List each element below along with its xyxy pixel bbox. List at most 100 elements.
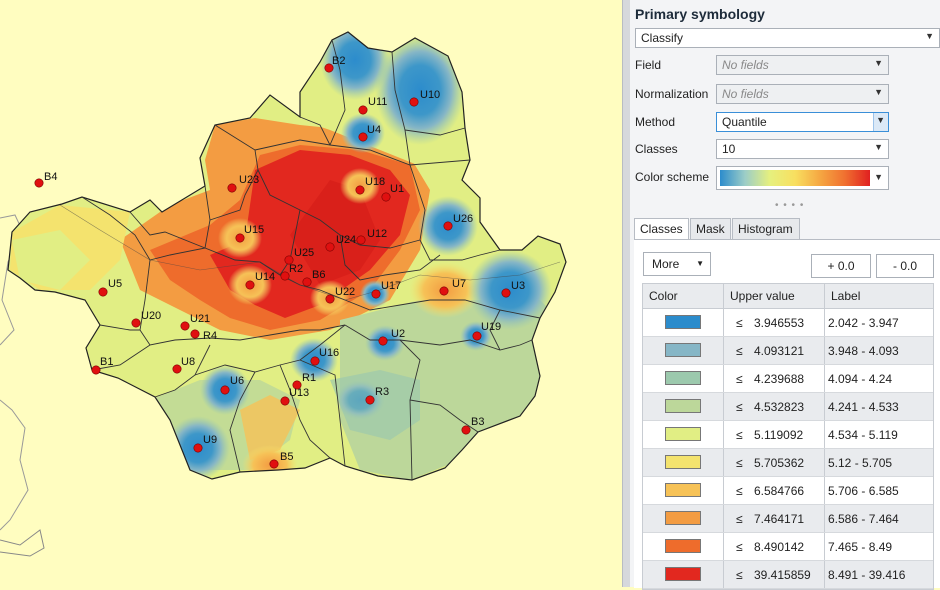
class-row[interactable]: ≤4.093121 3.948 - 4.093	[643, 337, 933, 365]
site-point-icon[interactable]	[220, 385, 230, 395]
class-row[interactable]: ≤4.532823 4.241 - 4.533	[643, 393, 933, 421]
site-marker-u19[interactable]: U19	[472, 321, 501, 341]
site-point-icon[interactable]	[371, 289, 381, 299]
class-upper-value[interactable]: 7.464171	[754, 512, 805, 526]
more-button[interactable]: More ▼	[643, 252, 711, 276]
class-label[interactable]: 5.12 - 5.705	[828, 456, 893, 470]
site-marker-u14[interactable]: U14	[245, 271, 275, 290]
site-marker-u10[interactable]: U10	[409, 89, 440, 107]
class-label[interactable]: 6.586 - 7.464	[828, 512, 899, 526]
field-dropdown[interactable]: No fields ▼	[716, 55, 889, 75]
site-point-icon[interactable]	[461, 425, 471, 435]
class-color-swatch[interactable]	[665, 567, 701, 581]
site-marker-u12[interactable]: U12	[356, 228, 387, 245]
class-row[interactable]: ≤6.584766 5.706 - 6.585	[643, 477, 933, 505]
site-marker-u15[interactable]: U15	[235, 224, 264, 243]
site-marker-u13[interactable]: U13	[280, 387, 309, 406]
site-point-icon[interactable]	[355, 185, 365, 195]
site-marker-u25[interactable]: U25	[284, 247, 314, 265]
class-upper-value[interactable]: 8.490142	[754, 540, 805, 554]
site-marker-b6[interactable]: B6	[302, 269, 326, 287]
site-marker-r3[interactable]: R3	[365, 386, 389, 405]
site-point-icon[interactable]	[284, 255, 294, 265]
site-marker-u5[interactable]: U5	[98, 278, 122, 297]
class-color-swatch[interactable]	[665, 427, 701, 441]
site-point-icon[interactable]	[34, 178, 44, 188]
site-marker-u21[interactable]: U21	[180, 313, 210, 331]
column-header-upper-value[interactable]: Upper value	[730, 289, 795, 303]
class-label[interactable]: 4.241 - 4.533	[828, 400, 899, 414]
site-point-icon[interactable]	[356, 235, 366, 245]
site-point-icon[interactable]	[269, 459, 279, 469]
site-point-icon[interactable]	[91, 365, 101, 375]
site-marker-u18[interactable]: U18	[355, 176, 385, 195]
method-dropdown[interactable]: Quantile ▼	[716, 112, 889, 132]
class-color-swatch[interactable]	[665, 483, 701, 497]
class-label[interactable]: 2.042 - 3.947	[828, 316, 899, 330]
site-marker-u16[interactable]: U16	[310, 347, 339, 366]
class-color-swatch[interactable]	[665, 371, 701, 385]
column-header-color[interactable]: Color	[649, 289, 678, 303]
site-point-icon[interactable]	[302, 277, 312, 287]
site-marker-u4[interactable]: U4	[358, 124, 381, 142]
site-marker-b5[interactable]: B5	[269, 451, 294, 469]
class-row[interactable]: ≤39.415859 8.491 - 39.416	[643, 561, 933, 589]
class-upper-value[interactable]: 4.532823	[754, 400, 805, 414]
site-point-icon[interactable]	[193, 443, 203, 453]
site-point-icon[interactable]	[292, 380, 302, 390]
class-row[interactable]: ≤5.119092 4.534 - 5.119	[643, 421, 933, 449]
site-point-icon[interactable]	[280, 271, 290, 281]
site-point-icon[interactable]	[172, 364, 182, 374]
site-marker-u26[interactable]: U26	[443, 213, 473, 231]
classes-dropdown[interactable]: 10 ▼	[716, 139, 889, 159]
site-point-icon[interactable]	[472, 331, 482, 341]
pane-splitter[interactable]	[622, 0, 631, 587]
class-color-swatch[interactable]	[665, 511, 701, 525]
site-marker-u2[interactable]: U2	[378, 328, 405, 346]
class-color-swatch[interactable]	[665, 315, 701, 329]
class-color-swatch[interactable]	[665, 399, 701, 413]
site-marker-b2[interactable]: B2	[324, 55, 346, 73]
site-point-icon[interactable]	[324, 63, 334, 73]
class-row[interactable]: ≤5.705362 5.12 - 5.705	[643, 449, 933, 477]
site-point-icon[interactable]	[443, 221, 453, 231]
site-marker-u7[interactable]: U7	[439, 278, 466, 296]
class-color-swatch[interactable]	[665, 343, 701, 357]
class-label[interactable]: 4.094 - 4.24	[828, 372, 893, 386]
site-marker-u20[interactable]: U20	[131, 310, 161, 328]
class-label[interactable]: 4.534 - 5.119	[828, 428, 898, 442]
site-marker-u1[interactable]: U1	[381, 183, 404, 202]
site-marker-u24[interactable]: U24	[325, 234, 356, 252]
plus-button[interactable]: + 0.0	[811, 254, 871, 278]
class-upper-value[interactable]: 4.239688	[754, 372, 805, 386]
class-row[interactable]: ≤3.946553 2.042 - 3.947	[643, 309, 933, 337]
site-point-icon[interactable]	[280, 396, 290, 406]
site-marker-u22[interactable]: U22	[325, 286, 355, 304]
class-label[interactable]: 5.706 - 6.585	[828, 484, 899, 498]
class-row[interactable]: ≤7.464171 6.586 - 7.464	[643, 505, 933, 533]
site-point-icon[interactable]	[131, 318, 141, 328]
color-scheme-dropdown[interactable]: ▼	[716, 166, 889, 190]
site-marker-u9[interactable]: U9	[193, 434, 217, 453]
site-point-icon[interactable]	[325, 294, 335, 304]
site-marker-r2[interactable]: R2	[280, 263, 303, 281]
class-color-swatch[interactable]	[665, 539, 701, 553]
site-point-icon[interactable]	[358, 132, 368, 142]
tab-classes[interactable]: Classes	[634, 218, 689, 240]
site-point-icon[interactable]	[227, 183, 237, 193]
site-marker-u8[interactable]: U8	[172, 356, 195, 374]
map-view[interactable]: B2 U11 U10 U4 B4 U23 U18 U1 U26 U15 U24 U12 U25 R2 U14…	[0, 0, 622, 587]
class-upper-value[interactable]: 5.119092	[754, 428, 804, 442]
normalization-dropdown[interactable]: No fields ▼	[716, 84, 889, 104]
site-point-icon[interactable]	[325, 242, 335, 252]
class-row[interactable]: ≤4.239688 4.094 - 4.24	[643, 365, 933, 393]
renderer-dropdown[interactable]: Classify ▼	[635, 28, 940, 48]
site-point-icon[interactable]	[180, 321, 190, 331]
tab-histogram[interactable]: Histogram	[732, 218, 800, 239]
site-point-icon[interactable]	[439, 286, 449, 296]
site-point-icon[interactable]	[365, 395, 375, 405]
minus-button[interactable]: - 0.0	[876, 254, 934, 278]
site-point-icon[interactable]	[245, 280, 255, 290]
splitter-grip-icon[interactable]: • • • •	[775, 200, 805, 211]
class-upper-value[interactable]: 4.093121	[754, 344, 805, 358]
